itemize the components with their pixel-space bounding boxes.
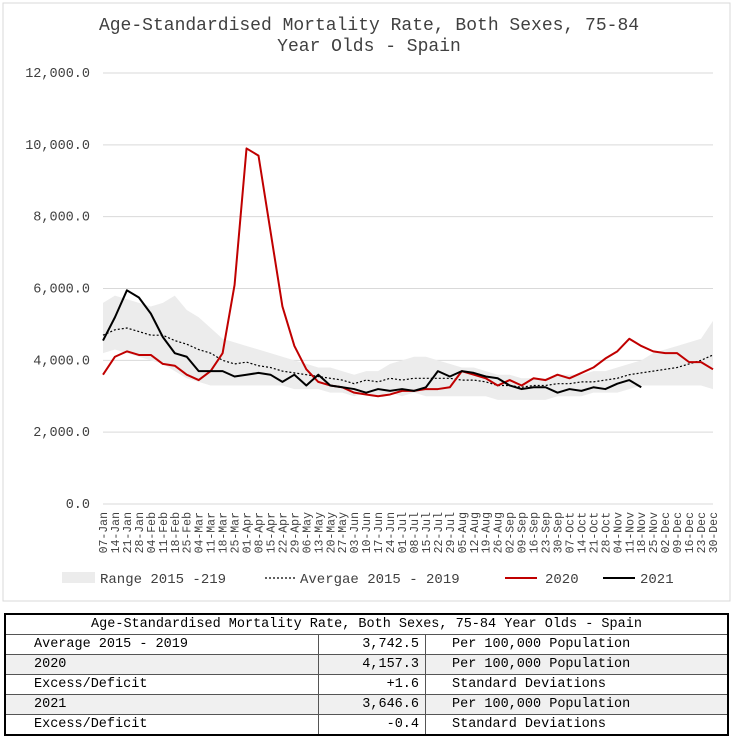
x-tick-label: 06-May xyxy=(301,512,314,554)
table-cell: Per 100,000 Population xyxy=(425,654,729,675)
x-tick-label: 20-May xyxy=(325,512,338,554)
x-tick-label: 27-May xyxy=(337,512,350,554)
legend-label: Avergae 2015 - 2019 xyxy=(300,572,460,588)
x-tick-label: 14-Jan xyxy=(110,512,123,553)
y-tick-label: 0.0 xyxy=(66,498,90,513)
x-tick-label: 01-Jul xyxy=(397,512,410,554)
x-tick-label: 03-Jun xyxy=(349,512,362,553)
table-cell: Excess/Deficit xyxy=(4,674,319,695)
legend-swatch xyxy=(62,572,95,583)
legend-label: 2020 xyxy=(545,572,579,588)
x-tick-label: 25-Mar xyxy=(230,512,243,553)
x-tick-label: 11-Mar xyxy=(206,512,219,553)
x-tick-label: 18-Mar xyxy=(218,512,231,553)
table-cell: Average 2015 - 2019 xyxy=(4,634,319,655)
table-cell: 3,646.6 xyxy=(318,694,426,715)
table-cell: 4,157.3 xyxy=(318,654,426,675)
summary-table: Age-Standardised Mortality Rate, Both Se… xyxy=(4,613,729,736)
x-tick-label: 22-Jul xyxy=(433,512,446,554)
x-tick-label: 21-Jan xyxy=(122,512,135,553)
y-tick-label: 8,000.0 xyxy=(33,211,90,226)
x-tick-label: 30-Dec xyxy=(708,512,721,554)
series-line xyxy=(102,327,714,388)
y-tick-label: 10,000.0 xyxy=(25,139,90,154)
table-header-row: Age-Standardised Mortality Rate, Both Se… xyxy=(4,613,729,635)
table-row: 2021 3,646.6 Per 100,000 Population xyxy=(4,694,729,715)
x-tick-label: 04-Nov xyxy=(612,512,625,554)
x-tick-label: 12-Aug xyxy=(469,512,482,553)
x-tick-label: 09-Dec xyxy=(672,512,685,554)
table-cell: 2021 xyxy=(4,694,319,715)
table-cell: Excess/Deficit xyxy=(4,714,319,736)
x-tick-label: 02-Sep xyxy=(505,512,518,554)
x-tick-label: 24-Jun xyxy=(385,512,398,553)
x-tick-label: 04-Mar xyxy=(194,512,207,553)
x-tick-label: 29-Jul xyxy=(445,512,458,554)
x-tick-label: 04-Feb xyxy=(146,512,159,554)
x-tick-label: 25-Feb xyxy=(182,512,195,554)
series-line xyxy=(102,289,642,394)
x-tick-label: 14-Oct xyxy=(576,512,589,553)
x-tick-label: 15-Jul xyxy=(421,512,434,554)
x-tick-label: 18-Feb xyxy=(170,512,183,554)
x-tick-label: 22-Apr xyxy=(277,512,290,553)
x-tick-label: 23-Sep xyxy=(541,512,554,554)
x-tick-label: 09-Sep xyxy=(517,512,530,554)
table-cell: Per 100,000 Population xyxy=(425,694,729,715)
x-tick-label: 30-Sep xyxy=(553,512,566,554)
x-tick-label: 29-Apr xyxy=(289,512,302,553)
table-cell: +1.6 xyxy=(318,674,426,695)
x-tick-label: 05-Aug xyxy=(457,512,470,553)
x-tick-label: 18-Nov xyxy=(636,512,649,554)
legend-label: 2021 xyxy=(640,572,674,588)
y-tick-label: 6,000.0 xyxy=(33,283,90,298)
table-cell: Per 100,000 Population xyxy=(425,634,729,655)
table-row: Average 2015 - 2019 3,742.5 Per 100,000 Po… xyxy=(4,634,729,655)
table-cell: Standard Deviations xyxy=(425,714,729,736)
x-tick-label: 16-Sep xyxy=(529,512,542,554)
x-tick-label: 21-Oct xyxy=(588,512,601,553)
legend-label: Range 2015 -219 xyxy=(100,572,226,588)
x-tick-label: 11-Nov xyxy=(624,512,637,554)
x-tick-label: 28-Oct xyxy=(600,512,613,553)
table-row: Excess/Deficit -0.4 Standard Deviations xyxy=(4,714,729,736)
table-cell: 3,742.5 xyxy=(318,634,426,655)
x-tick-label: 01-Apr xyxy=(242,512,255,553)
x-tick-label: 08-Apr xyxy=(253,512,266,553)
table-cell: -0.4 xyxy=(318,714,426,736)
x-tick-label: 02-Dec xyxy=(660,512,673,554)
x-tick-label: 25-Nov xyxy=(648,512,661,554)
chart-title: Age-Standardised Mortality Rate, Both Se… xyxy=(98,16,640,57)
table-row: Excess/Deficit +1.6 Standard Deviations xyxy=(4,674,729,695)
x-tick-label: 08-Jul xyxy=(409,512,422,554)
x-tick-label: 23-Dec xyxy=(696,512,709,554)
table-title: Age-Standardised Mortality Rate, Both Se… xyxy=(4,613,729,635)
x-tick-label: 28-Jan xyxy=(134,512,147,553)
chart: 0.0 2,000.0 4,000.0 6,000.0 8,000.0 10,000.0 1… xyxy=(2,2,731,602)
x-tick-label: 13-May xyxy=(313,512,326,554)
table-cell: 2020 xyxy=(4,654,319,675)
x-tick-label: 07-Jan xyxy=(98,512,111,553)
x-tick-label: 15-Apr xyxy=(265,512,278,553)
x-tick-label: 19-Aug xyxy=(481,512,494,553)
y-tick-label: 12,000.0 xyxy=(25,67,90,82)
x-tick-label: 26-Aug xyxy=(493,512,506,553)
table-row: 2020 4,157.3 Per 100,000 Population xyxy=(4,654,729,675)
x-tick-label: 17-Jun xyxy=(373,512,386,553)
x-tick-label: 11-Feb xyxy=(158,512,171,554)
x-tick-label: 10-Jun xyxy=(361,512,374,553)
y-tick-label: 4,000.0 xyxy=(33,354,90,369)
x-tick-label: 07-Oct xyxy=(564,512,577,553)
table-cell: Standard Deviations xyxy=(425,674,729,695)
y-tick-label: 2,000.0 xyxy=(33,426,90,441)
x-tick-label: 16-Dec xyxy=(684,512,697,554)
